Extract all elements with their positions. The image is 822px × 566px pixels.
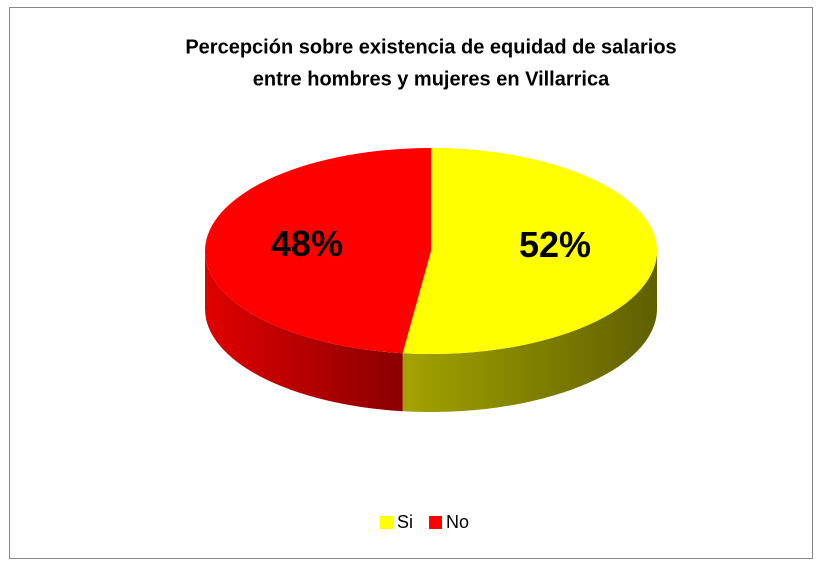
data-label: 52% [519,224,591,265]
slice [205,148,431,354]
data-label: 48% [271,223,343,264]
chart-title: Percepción sobre existencia de equidad d… [185,36,676,58]
slice-side [205,251,403,412]
chart-title: entre hombres y mujeres en Villarrica [253,68,610,90]
legend-swatch [380,516,393,529]
legend-label: Si [397,512,413,532]
slice [402,148,658,355]
legend-swatch [429,516,443,529]
slice-side [402,251,657,412]
legend-label: No [446,512,469,532]
